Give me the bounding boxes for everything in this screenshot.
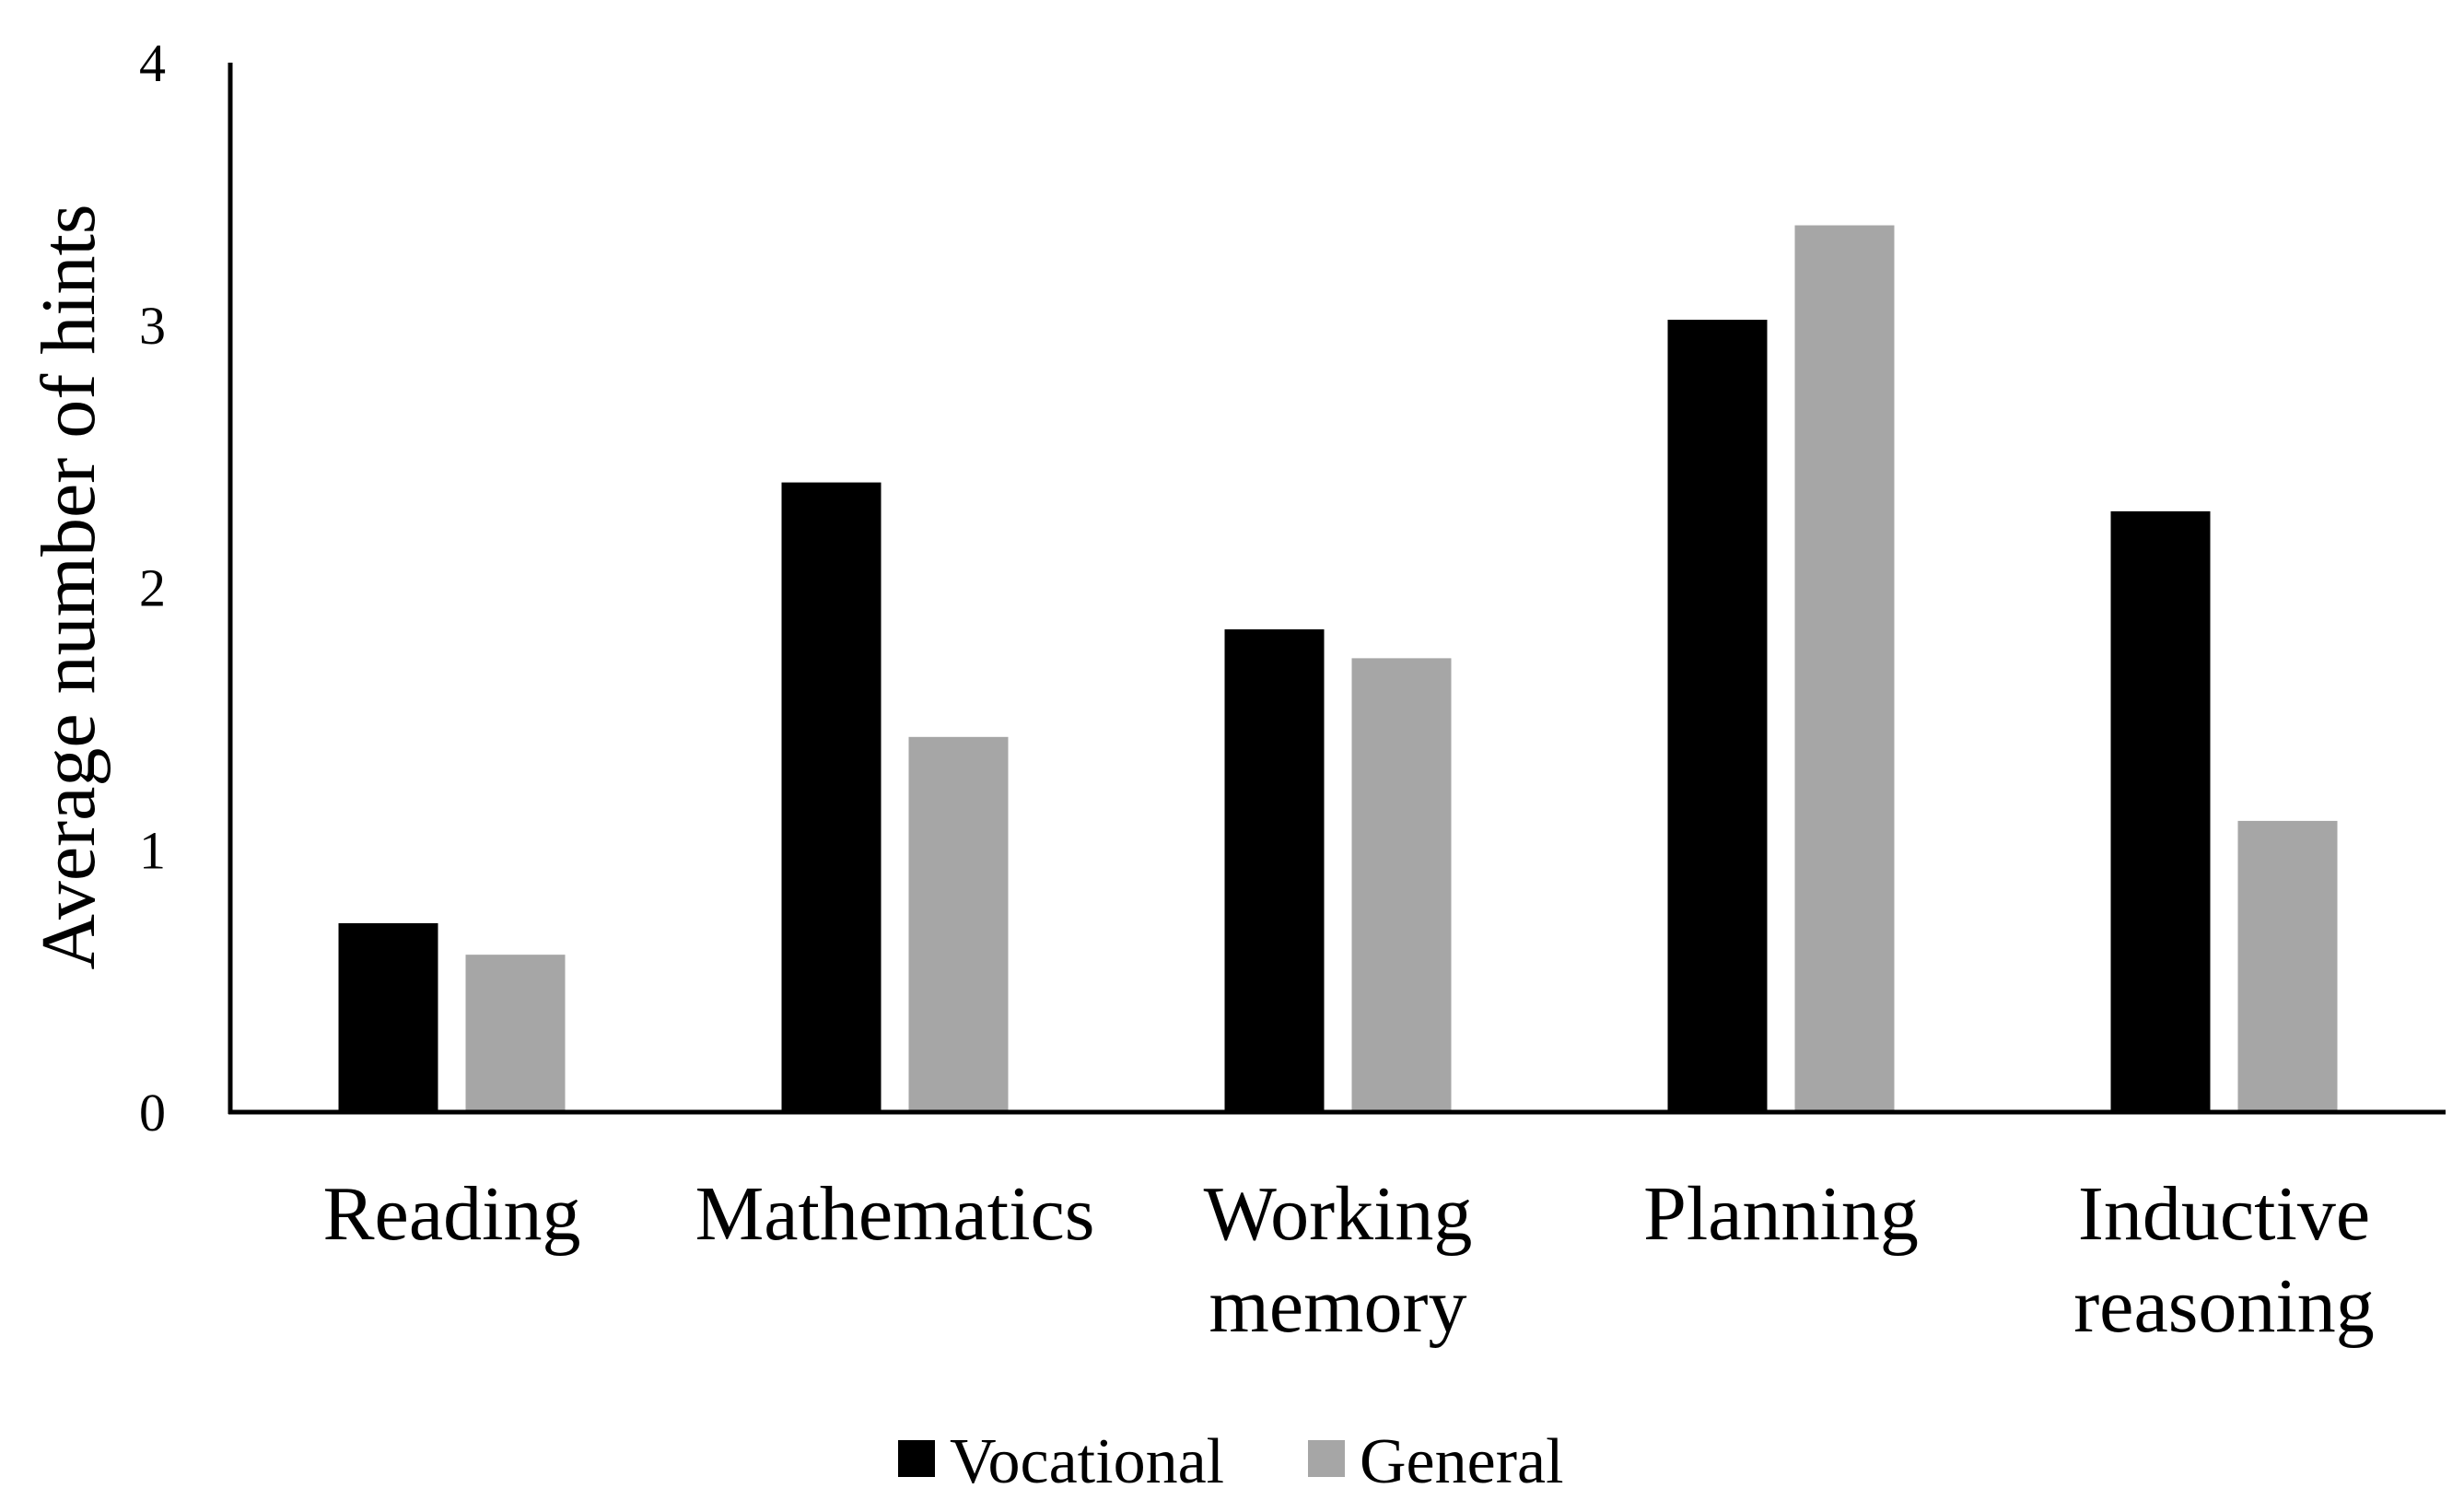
x-category-label: Planning [1643,1171,1919,1257]
bar-vocational-4 [2110,510,2211,1112]
y-axis-ticks: 0 1 2 3 4 [139,33,166,1143]
bar-general-4 [2237,820,2338,1112]
legend-label-vocational: Vocational [950,1426,1224,1497]
bar-vocational-3 [1667,320,1768,1112]
bar-general-1 [908,736,1009,1112]
legend-label-general: General [1360,1426,1564,1497]
legend-swatch-general [1308,1440,1345,1477]
bar-general-2 [1351,658,1452,1112]
x-category-label: Mathematics [695,1171,1095,1257]
x-category-label-line: Mathematics [695,1171,1095,1257]
y-tick-label: 1 [139,820,166,880]
bar-vocational-1 [781,482,882,1112]
y-tick-label: 2 [139,558,166,618]
bars [338,225,2338,1113]
bar-general-0 [465,955,566,1112]
x-category-label-line: Working [1204,1171,1473,1257]
y-tick-label: 3 [139,296,166,356]
x-category-label: Inductive reasoning [2073,1171,2375,1349]
x-category-label: Reading [323,1171,581,1257]
y-axis-title: Average number of hints [26,204,111,969]
legend: Vocational General [898,1426,1564,1497]
x-category-label-line: Reading [323,1171,581,1257]
x-category-label-line: Planning [1643,1171,1919,1257]
x-category-label: Working memory [1204,1171,1473,1349]
x-category-label-line: reasoning [2073,1263,2375,1349]
legend-swatch-vocational [898,1440,935,1477]
x-axis-categories: Reading Mathematics Working memory Planning I… [323,1171,2375,1349]
x-category-label-line: Inductive [2078,1171,2370,1257]
x-category-label-line: memory [1209,1263,1467,1349]
bar-vocational-2 [1224,629,1325,1112]
bar-vocational-0 [338,922,438,1112]
y-tick-label: 4 [139,33,166,93]
y-tick-label: 0 [139,1083,166,1143]
bar-general-3 [1794,225,1895,1113]
